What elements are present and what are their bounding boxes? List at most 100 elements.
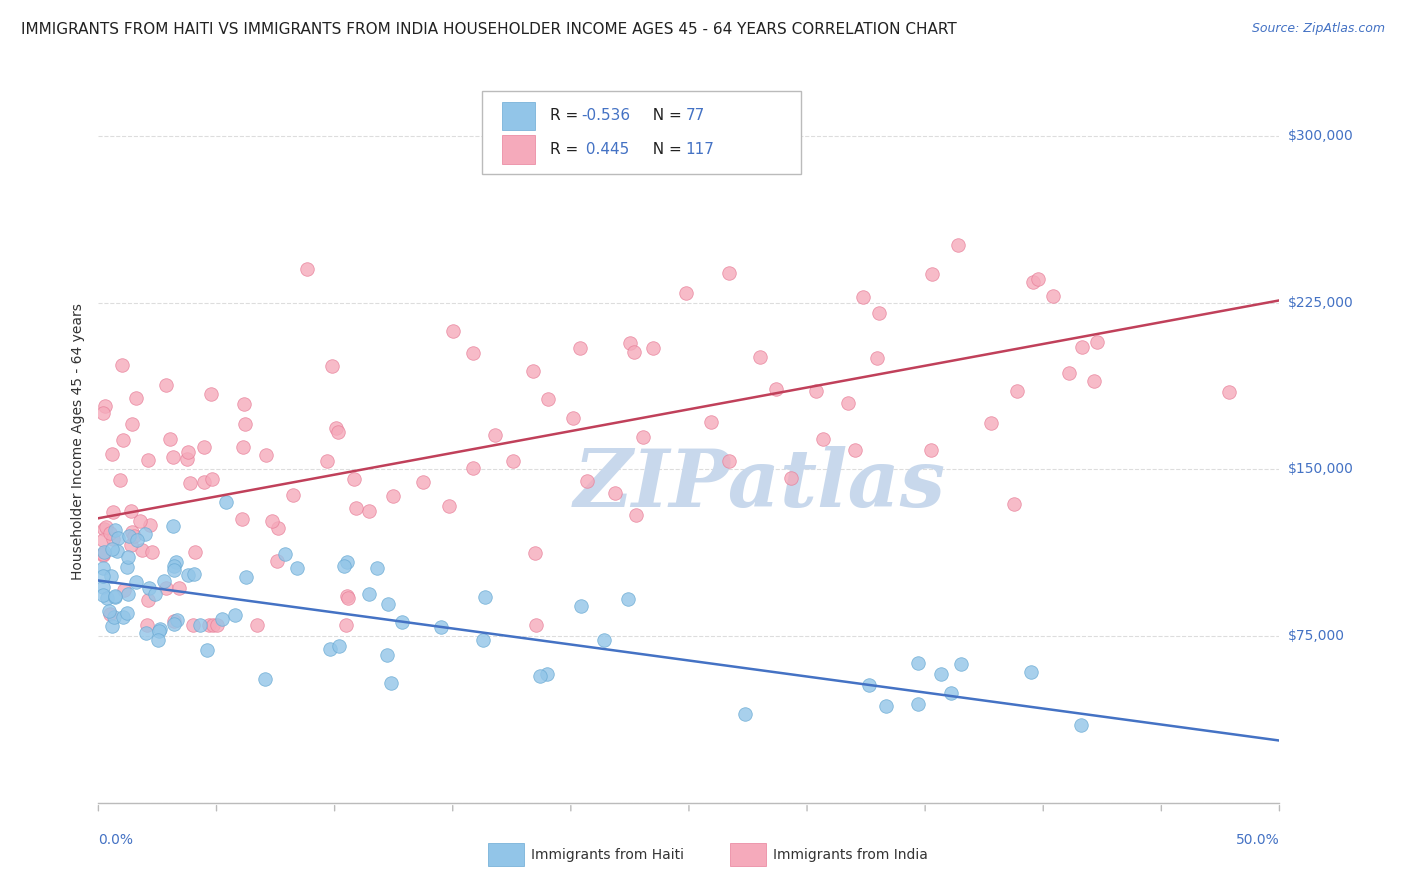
Point [104,523,127,537]
Point [193,475,215,490]
Point [267,521,290,535]
Point [146,633,169,648]
Point [1022,276,1045,290]
Point [641,341,664,355]
Text: R =: R = [550,109,582,123]
Point [939,686,962,700]
Point [205,618,228,632]
Point [1028,271,1050,285]
Point [536,392,558,406]
Point [605,486,627,500]
Point [568,341,591,355]
Point [193,441,215,455]
Point [136,618,159,632]
Point [617,592,640,607]
Point [103,610,125,624]
Text: IMMIGRANTS FROM HAITI VS IMMIGRANTS FROM INDIA HOUSEHOLDER INCOME AGES 45 - 64 Y: IMMIGRANTS FROM HAITI VS IMMIGRANTS FROM… [21,22,957,37]
Point [319,642,342,657]
Point [200,387,222,401]
Point [165,555,187,569]
Point [131,542,153,557]
Point [195,642,218,657]
Point [115,606,138,620]
Point [562,410,585,425]
Point [245,618,267,632]
Point [136,452,159,467]
Point [101,542,124,557]
Point [235,570,257,584]
Point [328,639,350,653]
Point [929,667,952,681]
Point [128,515,150,529]
Point [167,581,190,595]
Text: N =: N = [643,142,686,157]
Point [1007,384,1029,399]
Point [333,558,356,573]
Point [619,336,641,351]
Text: -0.536: -0.536 [582,109,630,123]
Point [749,351,772,365]
FancyBboxPatch shape [502,135,536,164]
Point [866,351,889,365]
Point [91,406,114,420]
Point [198,618,221,632]
Point [117,587,139,601]
Point [91,588,114,602]
Text: N =: N = [643,109,686,123]
Point [502,454,524,468]
Point [858,678,880,692]
Point [179,475,201,490]
Point [593,633,616,648]
Text: 0.0%: 0.0% [98,833,134,847]
Point [162,614,184,628]
Point [381,489,404,503]
Point [141,545,163,559]
Point [357,587,380,601]
Point [94,400,117,414]
Point [112,610,135,624]
Point [524,546,547,560]
Point [112,583,135,598]
Point [471,633,494,648]
Point [675,286,697,301]
Point [260,515,283,529]
Point [91,549,114,563]
Point [336,591,359,605]
Point [281,488,304,502]
Point [125,574,148,589]
Point [134,527,156,541]
Point [104,591,127,605]
Point [100,568,122,582]
Text: $300,000: $300,000 [1288,128,1354,143]
FancyBboxPatch shape [482,91,801,174]
Point [148,624,170,639]
Point [624,508,647,523]
Point [443,324,465,338]
Text: Immigrants from India: Immigrants from India [773,847,928,862]
Point [163,617,186,632]
Point [569,599,592,614]
Point [412,475,434,489]
Point [122,529,145,543]
Point [120,504,142,518]
Point [224,607,246,622]
Point [177,567,200,582]
Text: 77: 77 [685,109,704,123]
Point [950,657,973,672]
Point [94,520,117,534]
Point [980,416,1002,430]
Point [254,448,277,462]
Point [336,555,359,569]
Point [153,574,176,589]
Point [211,612,233,626]
Point [529,669,551,683]
Point [380,676,402,690]
Point [631,430,654,444]
Point [93,522,115,536]
Point [920,443,942,458]
Point [321,359,343,373]
Point [357,504,380,518]
Point [907,656,929,670]
Point [231,512,253,526]
Point [875,698,897,713]
